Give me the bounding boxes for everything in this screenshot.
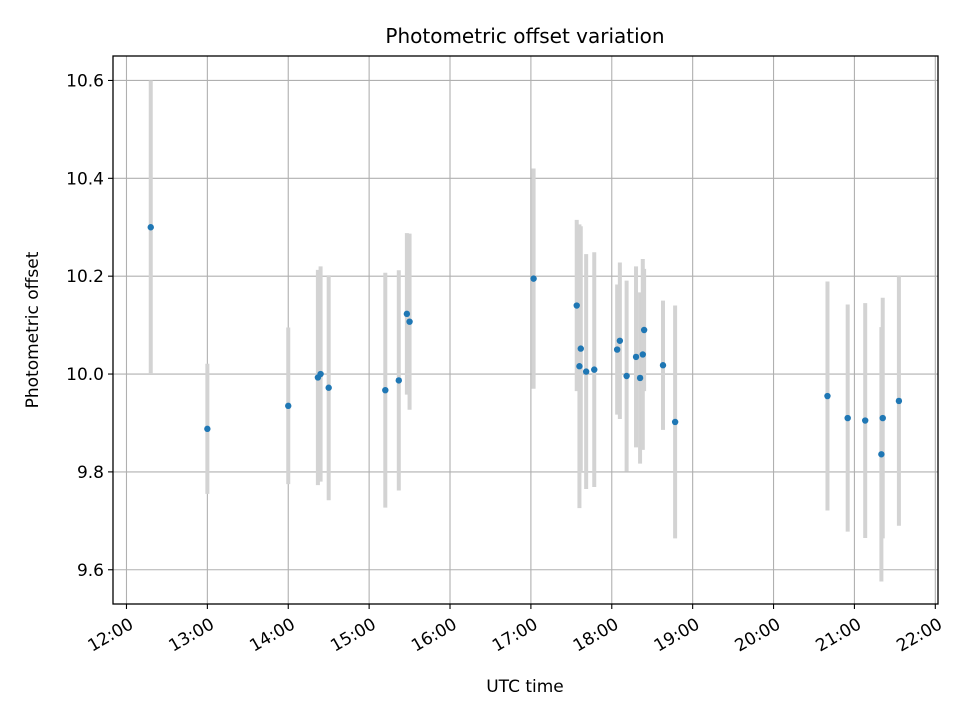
data-point [325,384,332,391]
grid [113,56,938,604]
data-point [406,318,413,325]
plot-frame [112,55,939,605]
x-axis-title: UTC time [486,677,564,697]
data-point [591,366,598,373]
data-point [623,372,630,380]
data-point [844,414,851,422]
data-point [640,326,648,334]
data-points [147,224,903,458]
data-point [573,302,580,309]
data-point [285,402,292,410]
data-point [317,370,324,378]
data-point [403,310,411,318]
data-point [671,418,679,426]
data-point [204,425,211,433]
y-axis-ticks: 9.6 9.8 10.0 10.2 10.4 10.6 [66,71,113,581]
chart-title: Photometric offset variation [385,24,664,48]
y-tick-label: 10.6 [66,71,104,91]
data-point [576,363,583,370]
y-tick-label: 10.0 [66,365,104,385]
data-point [382,386,389,394]
data-point [582,368,590,375]
y-axis-title: Photometric offset [23,251,43,408]
data-point [613,346,621,353]
y-tick-label: 10.2 [66,267,104,287]
y-tick-label: 9.6 [77,561,104,581]
data-point [147,224,154,231]
data-point [636,374,644,382]
data-point [659,362,667,369]
data-point [824,392,831,400]
data-point [878,451,885,458]
data-point [879,414,886,422]
y-tick-label: 9.8 [77,463,104,483]
data-point [530,275,537,282]
data-point [862,417,869,424]
data-point [895,397,903,405]
y-tick-label: 10.4 [66,169,104,189]
data-point [395,377,402,384]
data-point [639,351,646,358]
data-point [577,345,584,352]
data-point [616,337,624,344]
data-point [632,353,640,361]
